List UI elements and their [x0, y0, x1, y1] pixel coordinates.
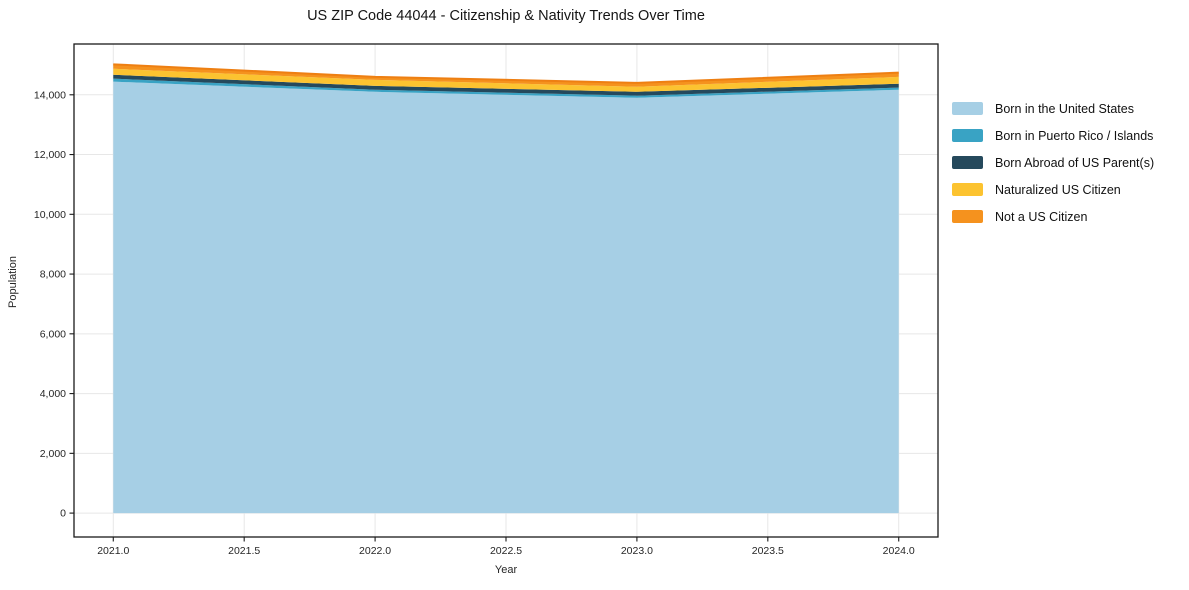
legend-label: Naturalized US Citizen: [995, 182, 1121, 197]
legend-item: Not a US Citizen: [952, 209, 1154, 224]
legend-label: Not a US Citizen: [995, 209, 1088, 224]
stack-top-edge: [113, 63, 899, 84]
area-series: [113, 81, 899, 514]
legend-label: Born in Puerto Rico / Islands: [995, 128, 1154, 143]
y-tick-label: 2,000: [40, 448, 66, 460]
y-tick-label: 4,000: [40, 388, 66, 400]
legend-item: Naturalized US Citizen: [952, 182, 1154, 197]
x-tick-label: 2022.0: [359, 545, 391, 557]
x-tick-label: 2024.0: [883, 545, 915, 557]
x-tick-label: 2023.0: [621, 545, 653, 557]
area-series: [113, 68, 899, 92]
x-tick-label: 2022.5: [490, 545, 522, 557]
legend-swatch: [952, 129, 983, 142]
legend: Born in the United States Born in Puerto …: [952, 101, 1155, 224]
y-tick-label: 14,000: [34, 89, 66, 101]
y-tick-label: 0: [60, 508, 66, 520]
legend-label: Born Abroad of US Parent(s): [995, 155, 1155, 170]
y-tick-label: 10,000: [34, 209, 66, 221]
legend-item: Born Abroad of US Parent(s): [952, 155, 1155, 170]
y-tick-label: 6,000: [40, 328, 66, 340]
x-tick-label: 2021.0: [97, 545, 129, 557]
legend-item: Born in Puerto Rico / Islands: [952, 128, 1154, 143]
legend-item: Born in the United States: [952, 101, 1154, 116]
legend-swatch: [952, 102, 983, 115]
area-series: [113, 78, 899, 98]
y-tick-label: 8,000: [40, 269, 66, 281]
x-axis-label: Year: [494, 564, 518, 576]
legend-swatch: [952, 156, 983, 169]
legend-swatch: [952, 210, 983, 223]
chart-title: US ZIP Code 44044 - Citizenship & Nativi…: [307, 8, 705, 24]
legend-label: Born in the United States: [995, 101, 1134, 116]
legend-swatch: [952, 183, 983, 196]
x-tick-label: 2021.5: [228, 545, 260, 557]
x-tick-label: 2023.5: [752, 545, 784, 557]
area-series: [113, 74, 899, 96]
y-tick-label: 12,000: [34, 149, 66, 161]
